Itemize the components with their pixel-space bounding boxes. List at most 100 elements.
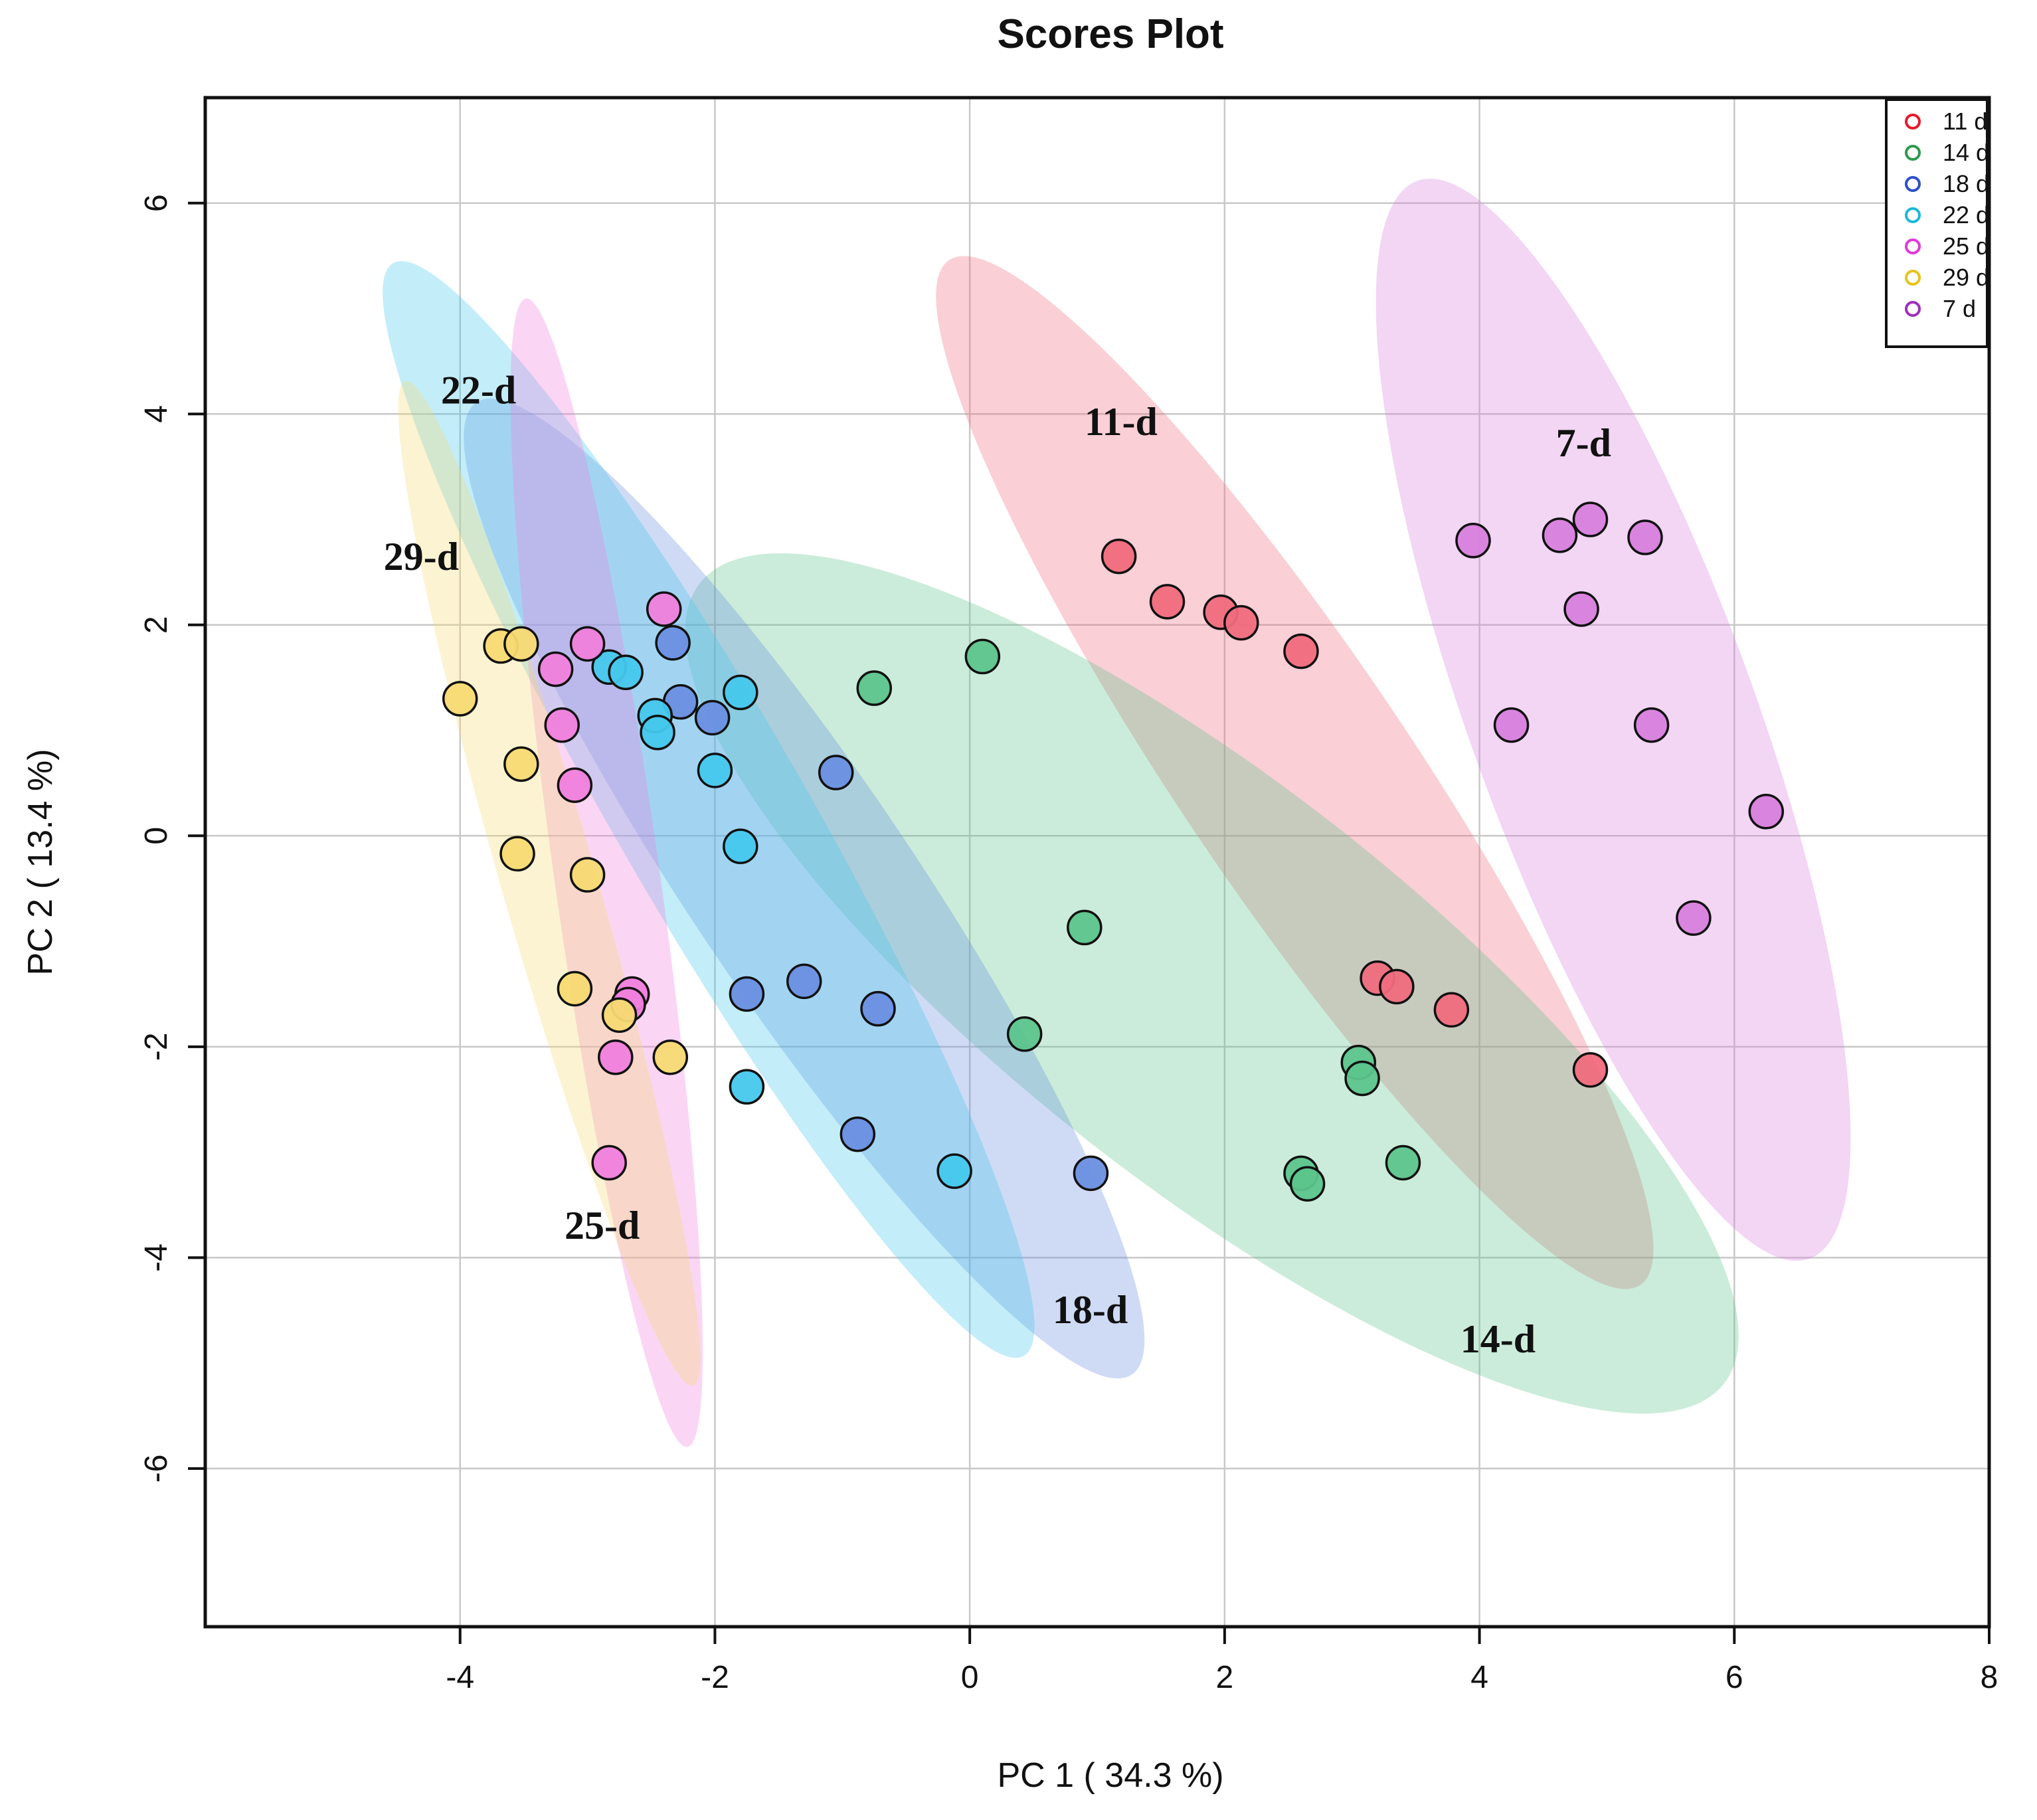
group-label-18-d: 18-d [1053, 1288, 1128, 1332]
y-tick-label-2: -2 [139, 1032, 174, 1061]
point-18-d-5 [729, 976, 765, 1012]
ellipse-29-d [398, 381, 701, 1386]
point-25-d-1 [569, 626, 606, 662]
plot-frame [203, 96, 1991, 1629]
point-29-d-2 [442, 681, 478, 717]
ellipse-22-d [383, 261, 1035, 1358]
legend-marker-18-d [1905, 176, 1921, 192]
point-11-d-3 [1223, 604, 1259, 641]
point-7-d-7 [1748, 794, 1784, 830]
point-29-d-6 [557, 970, 593, 1007]
point-14-d-3 [1006, 1016, 1043, 1052]
legend-entry-18-d: 18 d [1943, 170, 1989, 197]
legend-entry-29-d: 29 d [1943, 264, 1989, 291]
point-29-d-4 [499, 836, 535, 872]
point-7-d-0 [1455, 523, 1491, 559]
point-22-d-6 [723, 828, 758, 864]
data-points [442, 501, 1784, 1202]
x-tick-label-4: 4 [1470, 1660, 1488, 1695]
point-29-d-5 [569, 857, 606, 893]
legend-marker-22-d [1905, 207, 1921, 223]
point-29-d-7 [601, 997, 638, 1033]
point-11-d-7 [1433, 992, 1470, 1028]
group-label-14-d: 14-d [1461, 1317, 1536, 1361]
y-axis-label: PC 2 ( 13.4 %) [21, 749, 60, 975]
point-22-d-5 [697, 753, 733, 788]
x-tick-label-0: -4 [446, 1660, 474, 1695]
legend-marker-11-d [1905, 114, 1921, 130]
legend-marker-14-d [1905, 145, 1921, 161]
point-7-d-3 [1627, 519, 1663, 555]
point-25-d-2 [537, 651, 574, 687]
point-11-d-4 [1283, 633, 1319, 670]
legend-marker-29-d [1905, 270, 1921, 286]
point-25-d-4 [557, 767, 593, 803]
point-25-d-8 [591, 1144, 627, 1181]
point-7-d-6 [1633, 707, 1670, 743]
legend-entry-25-d: 25 d [1943, 232, 1989, 260]
axes: -4 -2 0 2 4 6 8 -6 -4 -2 0 2 4 6 [139, 194, 1998, 1695]
ellipse-14-d [685, 553, 1739, 1414]
point-25-d-0 [646, 591, 682, 627]
ellipse-25-d [510, 298, 703, 1447]
legend-box [1885, 98, 1989, 348]
confidence-ellipses [383, 179, 1851, 1447]
x-tick-label-2: 0 [961, 1660, 979, 1695]
point-14-d-5 [1344, 1060, 1380, 1097]
point-14-d-1 [856, 670, 892, 706]
group-label-29-d: 29-d [384, 535, 459, 579]
x-axis-label: PC 1 ( 34.3 %) [997, 1756, 1223, 1795]
x-tick-label-3: 2 [1216, 1660, 1234, 1695]
point-18-d-2 [694, 699, 731, 736]
x-tick-label-5: 6 [1726, 1660, 1743, 1695]
ellipse-7-d [1375, 179, 1851, 1261]
legend-entry-14-d: 14 d [1943, 139, 1989, 166]
group-labels: 11-d 14-d 18-d 22-d 25-d 29-d 7-d [384, 368, 1611, 1361]
point-14-d-0 [964, 638, 1001, 675]
point-18-d-7 [840, 1116, 876, 1152]
point-18-d-0 [655, 625, 691, 661]
point-11-d-0 [1101, 538, 1137, 575]
legend-entry-11-d: 11 d [1943, 108, 1987, 135]
point-14-d-7 [1289, 1166, 1326, 1202]
point-18-d-6 [860, 990, 896, 1027]
point-25-d-3 [544, 707, 580, 743]
legend: 11 d 14 d 18 d 22 d 25 d 29 d 7 d [1885, 98, 1989, 348]
point-22-d-7 [729, 1069, 765, 1105]
point-7-d-4 [1563, 591, 1599, 627]
group-label-22-d: 22-d [441, 368, 516, 412]
point-7-d-2 [1572, 501, 1609, 537]
point-29-d-1 [503, 626, 539, 662]
point-14-d-8 [1385, 1144, 1421, 1181]
group-label-25-d: 25-d [565, 1204, 640, 1247]
point-22-d-4 [723, 674, 758, 711]
point-29-d-3 [503, 746, 539, 782]
ellipse-18-d [464, 399, 1145, 1379]
y-tick-label-6: 6 [139, 194, 174, 212]
point-11-d-6 [1379, 968, 1415, 1005]
point-25-d-7 [598, 1039, 634, 1075]
point-18-d-8 [1073, 1155, 1109, 1192]
point-18-d-3 [818, 755, 854, 790]
y-tick-label-3: 0 [139, 827, 174, 845]
point-22-d-3 [640, 714, 675, 751]
point-22-d-8 [936, 1153, 972, 1189]
point-7-d-5 [1493, 707, 1530, 743]
group-label-11-d: 11-d [1085, 400, 1158, 444]
point-11-d-1 [1149, 584, 1186, 620]
y-tick-label-5: 4 [139, 405, 174, 423]
point-29-d-8 [652, 1039, 689, 1075]
y-tick-label-4: 2 [139, 616, 174, 634]
legend-marker-25-d [1905, 238, 1921, 254]
legend-marker-7-d [1905, 301, 1921, 317]
x-tick-label-6: 8 [1981, 1660, 1998, 1695]
point-22-d-1 [608, 654, 644, 690]
chart-title: Scores Plot [997, 11, 1223, 57]
ellipse-11-d [936, 256, 1654, 1289]
y-tick-label-1: -4 [139, 1243, 174, 1272]
point-7-d-1 [1542, 517, 1578, 553]
x-tick-label-1: -2 [701, 1660, 729, 1695]
point-7-d-8 [1676, 900, 1712, 936]
y-tick-label-0: -6 [139, 1455, 174, 1483]
